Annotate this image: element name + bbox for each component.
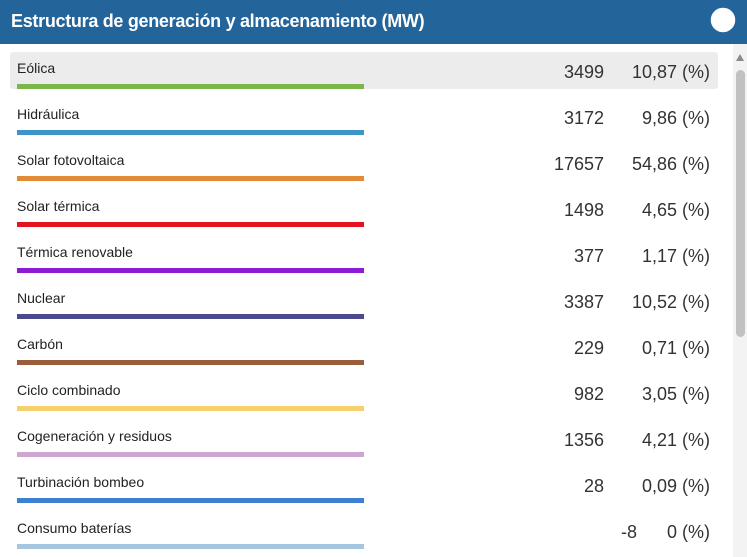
color-bar	[17, 544, 364, 549]
item-percent: 1,17 (%)	[641, 246, 710, 266]
item-value: 3387	[563, 292, 604, 312]
item-label: Hidráulica	[17, 106, 80, 122]
item-label: Solar térmica	[17, 198, 100, 214]
list-item[interactable]: Cogeneración y residuos 1356 4,21 (%)	[10, 420, 718, 457]
panel-header: Estructura de generación y almacenamient…	[0, 0, 747, 44]
color-bar	[17, 498, 364, 503]
color-bar	[17, 360, 364, 365]
item-percent: 10,52 (%)	[631, 292, 710, 312]
color-bar	[17, 406, 364, 411]
color-bar	[17, 84, 364, 89]
color-bar	[17, 222, 364, 227]
list-item[interactable]: Térmica renovable 377 1,17 (%)	[10, 236, 718, 273]
item-label: Eólica	[17, 60, 56, 76]
scrollbar[interactable]	[733, 44, 747, 557]
list-item[interactable]: Ciclo combinado 982 3,05 (%)	[10, 374, 718, 411]
color-bar	[17, 314, 364, 319]
item-value: 28	[583, 476, 604, 496]
item-label: Consumo baterías	[17, 520, 132, 536]
list-item[interactable]: Hidráulica 3172 9,86 (%)	[10, 98, 718, 135]
generation-list: Eólica 3499 10,87 (%) Hidráulica 3172 9,…	[0, 44, 733, 557]
item-label: Ciclo combinado	[17, 382, 121, 398]
item-label: Carbón	[17, 336, 63, 352]
color-bar	[17, 268, 364, 273]
item-percent: 54,86 (%)	[631, 154, 710, 174]
item-value: -8	[620, 522, 637, 542]
item-value: 229	[573, 338, 604, 358]
list-item[interactable]: Solar fotovoltaica 17657 54,86 (%)	[10, 144, 718, 181]
color-bar	[17, 452, 364, 457]
item-value: 377	[573, 246, 604, 266]
item-label: Cogeneración y residuos	[17, 428, 172, 444]
item-percent: 0 (%)	[666, 522, 710, 542]
item-label: Solar fotovoltaica	[17, 152, 125, 168]
pie-chart-icon[interactable]	[709, 6, 737, 34]
item-percent: 4,65 (%)	[641, 200, 710, 220]
item-label: Turbinación bombeo	[17, 474, 145, 490]
list-item[interactable]: Consumo baterías -8 0 (%)	[10, 512, 718, 549]
item-percent: 0,09 (%)	[641, 476, 710, 496]
item-label: Térmica renovable	[17, 244, 133, 260]
item-percent: 4,21 (%)	[641, 430, 710, 450]
item-percent: 9,86 (%)	[641, 108, 710, 128]
color-bar	[17, 130, 364, 135]
panel-title: Estructura de generación y almacenamient…	[11, 11, 425, 31]
item-value: 1498	[563, 200, 604, 220]
scroll-thumb[interactable]	[736, 70, 745, 337]
list-item[interactable]: Solar térmica 1498 4,65 (%)	[10, 190, 718, 227]
item-value: 3172	[563, 108, 604, 128]
item-value: 3499	[563, 62, 604, 82]
color-bar	[17, 176, 364, 181]
item-percent: 0,71 (%)	[641, 338, 710, 358]
item-value: 982	[573, 384, 604, 404]
item-value: 17657	[553, 154, 604, 174]
list-item[interactable]: Eólica 3499 10,87 (%)	[10, 52, 718, 89]
item-value: 1356	[563, 430, 604, 450]
list-item[interactable]: Carbón 229 0,71 (%)	[10, 328, 718, 365]
list-item[interactable]: Turbinación bombeo 28 0,09 (%)	[10, 466, 718, 503]
item-percent: 10,87 (%)	[631, 62, 710, 82]
item-percent: 3,05 (%)	[641, 384, 710, 404]
item-label: Nuclear	[17, 290, 66, 306]
list-item[interactable]: Nuclear 3387 10,52 (%)	[10, 282, 718, 319]
scroll-up-arrow-icon[interactable]	[736, 54, 744, 61]
